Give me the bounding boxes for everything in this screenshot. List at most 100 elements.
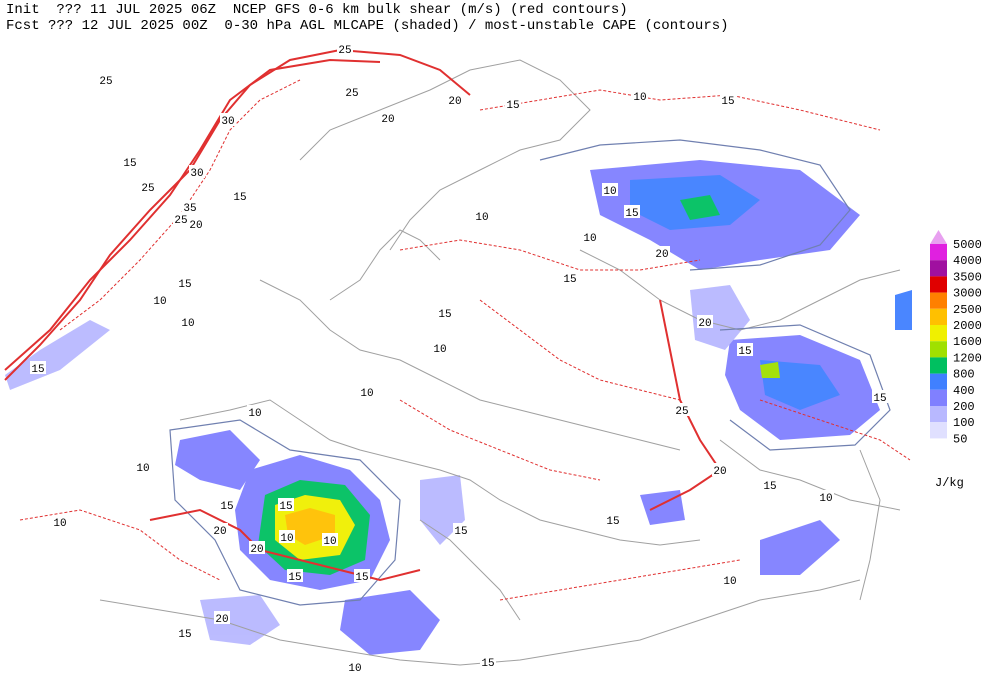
contour-label-box [602,183,618,196]
coastlines [99,59,901,666]
contour-label-box [232,189,248,202]
contour-label-box [347,660,363,673]
contour-label: 15 [873,393,886,405]
contour-label-box [188,217,204,230]
contour-label-box [722,573,738,586]
contour-label-box [437,306,453,319]
contour-label: 10 [603,186,616,198]
contour-label-box [562,271,578,284]
colorbar-label: 50 [953,432,967,446]
header-line-2: Fcst ??? 12 JUL 2025 00Z 0-30 hPa AGL ML… [6,18,729,34]
contour-label-box [322,533,338,546]
contour-label-box [173,212,189,225]
contour-label: 15 [738,346,751,358]
contour-label-box [762,478,778,491]
colorbar: 5000 4000 3500 3000 2500 2000 1600 1200 800 400 20… [930,230,982,490]
contour-label-box [432,341,448,354]
colorbar-box [930,373,947,390]
contour-label: 20 [448,96,461,108]
colorbar-box [930,389,947,406]
colorbar-label: 1200 [953,351,982,365]
contour-label-box [182,200,198,213]
colorbar-label: 200 [953,400,975,414]
contour-label: 20 [713,466,726,478]
contour-label: 15 [506,100,519,112]
contour-label-box [212,523,228,536]
contour-label: 10 [819,493,832,505]
contour-label: 30 [221,116,234,128]
colorbar-box [930,308,947,325]
contour-label: 15 [123,158,136,170]
colorbar-unit: J/kg [935,476,964,490]
contour-label-box [737,343,753,356]
contour-label: 10 [323,536,336,548]
contour-label-box [122,155,138,168]
contour-label: 10 [583,233,596,245]
colorbar-box [930,276,947,293]
contour-label-box [354,569,370,582]
colorbar-label: 3000 [953,287,982,301]
colorbar-label: 2000 [953,319,982,333]
contour-label-box [278,498,294,511]
contour-label: 10 [248,408,261,420]
contour-label: 10 [53,518,66,530]
contour-label-box [287,569,303,582]
contour-label: 15 [355,572,368,584]
contour-label-box [177,276,193,289]
contour-label: 25 [141,183,154,195]
contour-label-box [98,73,114,86]
contour-label: 15 [233,192,246,204]
contour-label-box [359,385,375,398]
contour-label-box [380,111,396,124]
contour-label: 25 [345,88,358,100]
contour-label-box [152,293,168,306]
contour-label: 15 [438,309,451,321]
contour-label-box [632,89,648,102]
contour-label: 20 [215,614,228,626]
colorbar-box [930,244,947,261]
contour-label-box [720,93,736,106]
colorbar-box [930,406,947,423]
contour-label-box [247,405,263,418]
contour-label-box [135,460,151,473]
contour-label: 15 [563,274,576,286]
contour-label: 15 [454,526,467,538]
contour-label-box [220,113,236,126]
contour-label-box [140,180,156,193]
contour-label: 25 [174,215,187,227]
contour-label: 10 [153,296,166,308]
contour-label-box [697,315,713,328]
contour-label: 10 [136,463,149,475]
colorbar-box [930,357,947,374]
contour-label: 20 [189,220,202,232]
contour-label-box [674,403,690,416]
contour-label-box [249,541,265,554]
contour-label: 15 [763,481,776,493]
colorbar-triangle [930,230,947,244]
contour-label: 15 [625,208,638,220]
contour-label-box [52,515,68,528]
colorbar-label: 2500 [953,303,982,317]
contour-label-box [337,42,353,55]
contour-label: 15 [606,516,619,528]
header-line-1: Init ??? 11 JUL 2025 06Z NCEP GFS 0-6 km… [6,2,628,18]
contour-label-box [505,97,521,110]
contour-label: 20 [655,249,668,261]
contour-label: 25 [99,76,112,88]
contour-label-box [279,530,295,543]
colorbar-box [930,325,947,342]
contour-label: 10 [181,318,194,330]
contour-label-box [344,85,360,98]
contour-label: 10 [280,533,293,545]
contour-label: 10 [723,576,736,588]
contour-label: 10 [348,663,361,675]
contour-label-box [624,205,640,218]
colorbar-label: 100 [953,416,975,430]
contour-label: 10 [360,388,373,400]
contour-label: 15 [220,501,233,513]
contour-label-box [189,165,205,178]
contour-label-box [453,523,469,536]
contour-label-box [177,626,193,639]
